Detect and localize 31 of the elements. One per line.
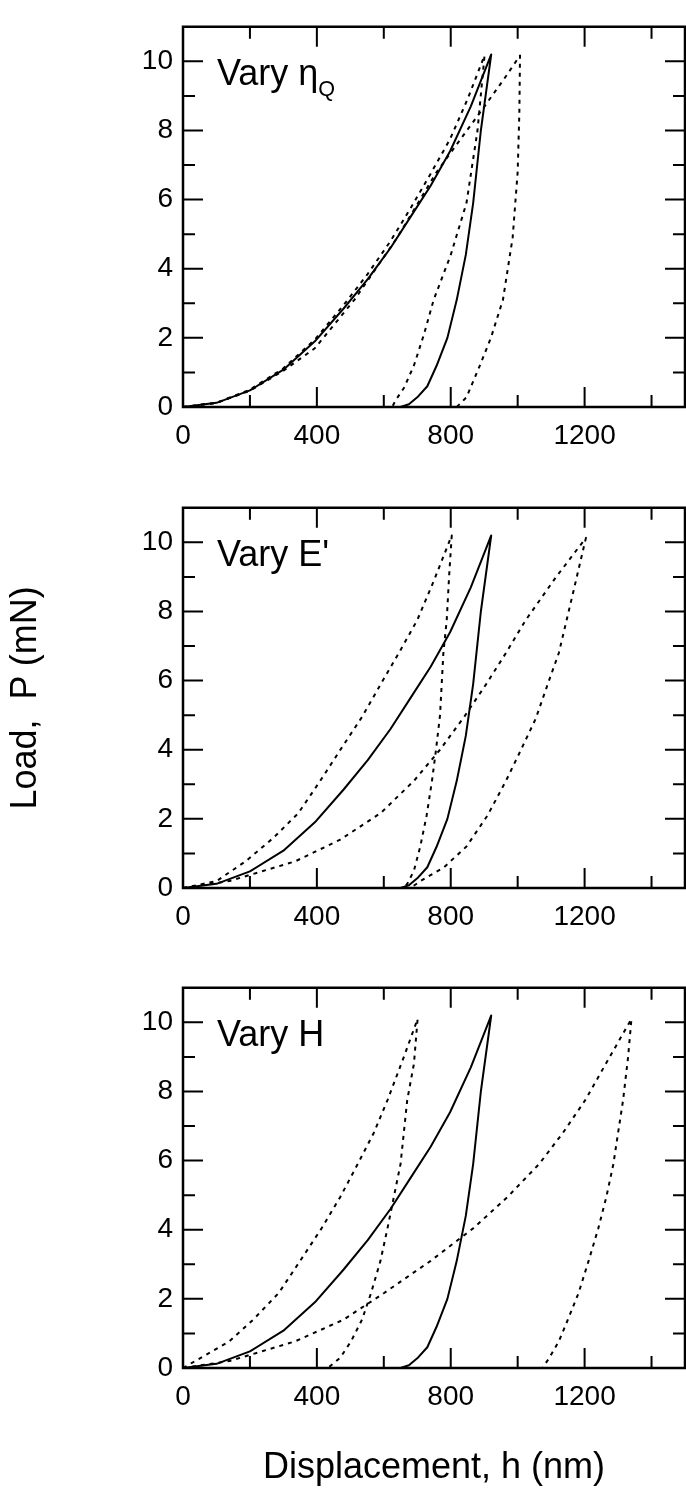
x-tick-label: 800: [427, 418, 475, 450]
x-tick-label: 1200: [553, 418, 616, 450]
annotation: Vary E': [217, 532, 330, 574]
x-tick-label: 400: [293, 1379, 341, 1411]
y-tick-label: 6: [157, 182, 173, 214]
x-tick-label: 800: [427, 899, 475, 931]
x-axis-title: Displacement, h (nm): [262, 1445, 606, 1487]
y-tick-label: 8: [157, 594, 173, 626]
y-tick-label: 6: [157, 663, 173, 695]
y-tick-label: 0: [157, 870, 173, 902]
x-tick-label: 1200: [553, 1379, 616, 1411]
y-tick-label: 8: [157, 1074, 173, 1106]
x-tick-label: 800: [427, 1379, 475, 1411]
y-tick-label: 2: [157, 801, 173, 833]
y-tick-label: 10: [141, 1005, 173, 1037]
y-tick-label: 2: [157, 320, 173, 352]
y-tick-label: 10: [141, 44, 173, 76]
y-tick-label: 0: [157, 389, 173, 421]
y-tick-label: 4: [157, 251, 173, 283]
y-tick-label: 0: [157, 1350, 173, 1382]
annotation: Vary H: [217, 1012, 325, 1054]
x-tick-label: 400: [293, 418, 341, 450]
y-tick-label: 2: [157, 1281, 173, 1313]
y-tick-label: 6: [157, 1143, 173, 1175]
y-axis-title: Load, P (mN): [2, 586, 44, 810]
x-tick-label: 1200: [553, 899, 616, 931]
y-tick-label: 4: [157, 1212, 173, 1244]
y-tick-label: 10: [141, 525, 173, 557]
x-tick-label: 400: [293, 899, 341, 931]
y-tick-label: 8: [157, 113, 173, 145]
y-tick-label: 4: [157, 732, 173, 764]
